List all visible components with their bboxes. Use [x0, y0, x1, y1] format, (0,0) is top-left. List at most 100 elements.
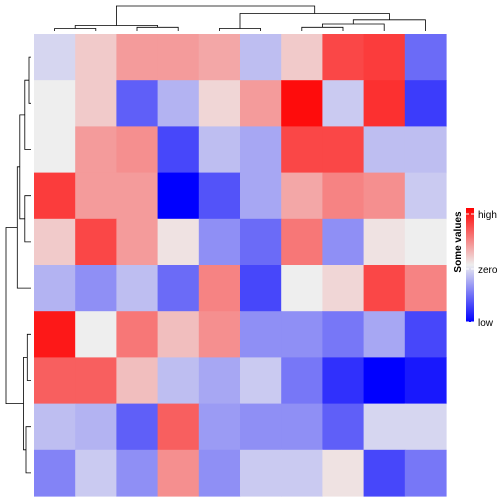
heatmap-cell-r3-c4 [198, 172, 241, 220]
heatmap-cell-r9-c5 [240, 449, 282, 497]
heatmap-cell-r0-c6 [281, 34, 323, 81]
heatmap-cell-r5-c8 [363, 265, 406, 312]
heatmap-cell-r1-c5 [240, 80, 282, 127]
heatmap-cell-r0-c1 [75, 34, 117, 81]
heatmap-cell-r8-c6 [281, 403, 323, 451]
heatmap-cell-r8-c5 [240, 403, 282, 451]
heatmap-cell-r7-c3 [157, 357, 200, 405]
heatmap-cell-r9-c0 [34, 449, 76, 497]
heatmap-cell-r1-c7 [322, 80, 365, 127]
heatmap-cell-r1-c0 [34, 80, 76, 127]
heatmap-cell-r6-c9 [404, 311, 447, 358]
heatmap-cell-r8-c4 [198, 403, 241, 451]
heatmap-cell-r1-c2 [116, 80, 159, 127]
row-dendrogram-link-6 [25, 426, 31, 474]
heatmap-cell-r5-c5 [240, 265, 282, 312]
heatmap-cell-r9-c9 [404, 449, 447, 497]
heatmap-cell-r8-c9 [404, 403, 447, 451]
heatmap-cell-r0-c0 [34, 34, 76, 81]
heatmap-cell-r9-c8 [363, 449, 406, 497]
heatmap-cell-r6-c0 [34, 311, 76, 358]
heatmap-cell-r7-c7 [322, 357, 365, 405]
column-dendrogram-link-3 [219, 28, 261, 31]
heatmap-cell-r9-c1 [75, 449, 117, 497]
heatmap-cell-r5-c4 [198, 265, 241, 312]
row-dendrogram-link-0 [28, 56, 31, 104]
heatmap-cell-r1-c6 [281, 80, 323, 127]
row-dendrogram-link-4 [16, 166, 31, 289]
heatmap-cell-r4-c1 [75, 218, 117, 266]
row-dendrogram-link-8 [5, 227, 24, 404]
heatmap-cell-r3-c7 [322, 172, 365, 220]
heatmap-cell-r1-c1 [75, 80, 117, 127]
heatmap-cell-r6-c7 [322, 311, 365, 358]
heatmap-cell-r2-c8 [363, 126, 406, 174]
heatmap-cell-r6-c2 [116, 311, 159, 358]
heatmap-cell-r6-c4 [198, 311, 241, 358]
heatmap-cell-r4-c9 [404, 218, 447, 266]
heatmap-cell-r2-c1 [75, 126, 117, 174]
heatmap-cell-r5-c7 [322, 265, 365, 312]
heatmap-cell-r2-c4 [198, 126, 241, 174]
heatmap-cell-r7-c2 [116, 357, 159, 405]
column-dendrogram-link-4 [301, 26, 344, 31]
heatmap-cell-r8-c2 [116, 403, 159, 451]
heatmap-cell-r7-c1 [75, 357, 117, 405]
column-dendrogram-link-7 [239, 13, 390, 29]
heatmap-cell-r4-c2 [116, 218, 159, 266]
heatmap-cell-r0-c4 [198, 34, 241, 81]
heatmap-cell-r5-c3 [157, 265, 200, 312]
heatmap-cell-r3-c8 [363, 172, 406, 220]
heatmap-cell-r9-c2 [116, 449, 159, 497]
heatmap-cell-r9-c7 [322, 449, 365, 497]
heatmap-cell-r3-c0 [34, 172, 76, 220]
heatmap-cell-r4-c8 [363, 218, 406, 266]
heatmap-cell-r2-c6 [281, 126, 323, 174]
column-dendrogram [54, 5, 426, 31]
heatmap-cell-r6-c3 [157, 311, 200, 358]
heatmap-cell-r3-c2 [116, 172, 159, 220]
heatmap-cell-r8-c8 [363, 403, 406, 451]
row-dendrogram-link-3 [19, 114, 25, 220]
heatmap-cell-r5-c1 [75, 265, 117, 312]
heatmap-cell-r7-c0 [34, 357, 76, 405]
heatmap-cell-r7-c6 [281, 357, 323, 405]
heatmap-cell-r7-c8 [363, 357, 406, 405]
heatmap-cell-r4-c4 [198, 218, 241, 266]
heatmap-cell-r2-c2 [116, 126, 159, 174]
heatmap-cell-r3-c1 [75, 172, 117, 220]
heatmap-cell-r3-c9 [404, 172, 447, 220]
legend-color-bar [466, 208, 474, 322]
heatmap-cell-r2-c9 [404, 126, 447, 174]
heatmap-cell-r3-c6 [281, 172, 323, 220]
heatmap-cell-r7-c4 [198, 357, 241, 405]
heatmap-cell-r0-c2 [116, 34, 159, 81]
heatmap-cell-r1-c3 [157, 80, 200, 127]
heatmap-cell-r9-c6 [281, 449, 323, 497]
legend-label-low: low [478, 318, 494, 329]
heatmap-cell-r9-c4 [198, 449, 241, 497]
heatmap-cells [34, 34, 447, 497]
color-legend: Some values high zero low [453, 208, 498, 329]
heatmap-cell-r4-c3 [157, 218, 200, 266]
heatmap-cell-r8-c1 [75, 403, 117, 451]
row-dendrogram-link-2 [24, 195, 31, 243]
column-dendrogram-link-8 [116, 5, 316, 26]
heatmap-cell-r3-c3 [157, 172, 200, 220]
heatmap-cell-r5-c2 [116, 265, 159, 312]
legend-title: Some values [453, 211, 464, 273]
heatmap-cell-r4-c0 [34, 218, 76, 266]
heatmap-cell-r8-c3 [157, 403, 200, 451]
heatmap-cell-r5-c9 [404, 265, 447, 312]
heatmap-cell-r6-c8 [363, 311, 406, 358]
heatmap-cell-r4-c6 [281, 218, 323, 266]
heatmap-cell-r7-c5 [240, 357, 282, 405]
row-dendrogram [5, 56, 31, 474]
heatmap-cell-r2-c3 [157, 126, 200, 174]
heatmap-cell-r0-c9 [404, 34, 447, 81]
heatmap-cell-r0-c8 [363, 34, 406, 81]
legend-label-high: high [478, 210, 497, 221]
heatmap-cell-r3-c5 [240, 172, 282, 220]
